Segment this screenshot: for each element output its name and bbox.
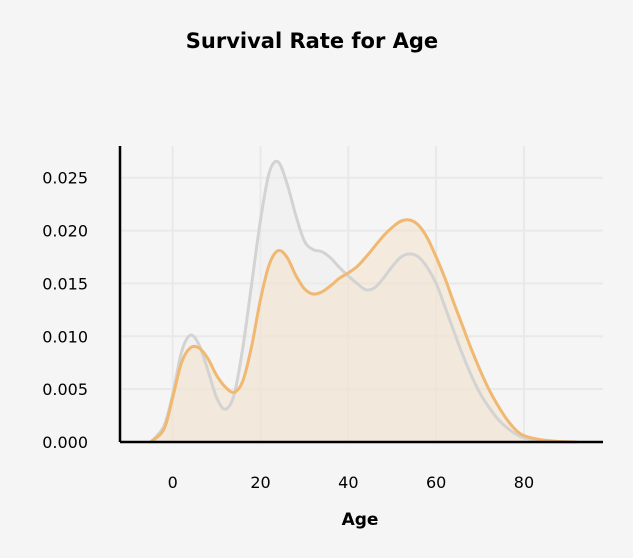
y-tick-label: 0.005 xyxy=(42,380,88,399)
y-tick-label: 0.000 xyxy=(42,433,88,452)
y-tick-label: 0.025 xyxy=(42,169,88,188)
x-tick-label: 80 xyxy=(514,473,534,492)
density-line-1 xyxy=(149,218,577,444)
tick-labels: 0 20 40 60 80 0.000 0.005 0.010 0.015 0.020 0.025 xyxy=(42,169,534,492)
y-tick-label: 0.020 xyxy=(42,222,88,241)
chart-title: Survival Rate for Age xyxy=(186,29,438,53)
axes xyxy=(118,146,603,444)
density-lines xyxy=(149,159,577,444)
density-area-1 xyxy=(150,219,577,442)
density-areas xyxy=(150,161,577,442)
x-tick-label: 40 xyxy=(338,473,358,492)
x-tick-label: 20 xyxy=(250,473,270,492)
x-tick-label: 0 xyxy=(168,473,178,492)
y-tick-label: 0.015 xyxy=(42,274,88,293)
density-line-0 xyxy=(149,159,577,444)
x-tick-label: 60 xyxy=(426,473,446,492)
y-tick-label: 0.010 xyxy=(42,327,88,346)
x-axis-label: Age xyxy=(342,510,379,530)
